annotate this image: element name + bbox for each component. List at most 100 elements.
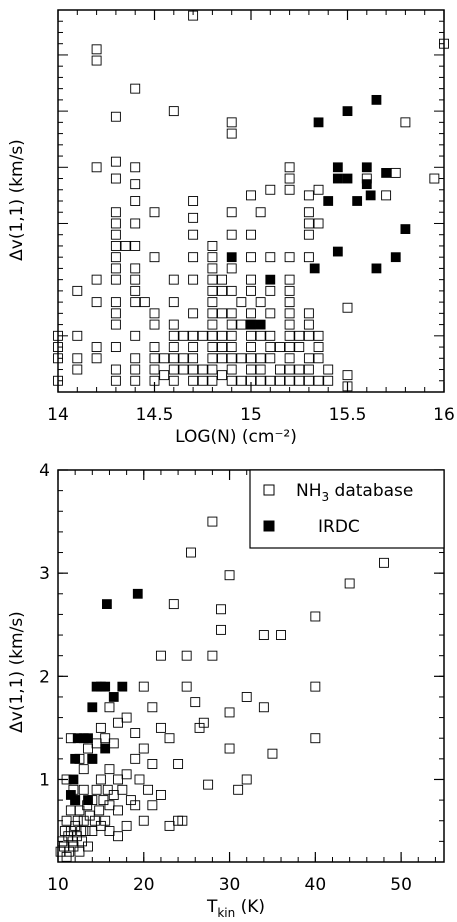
irdc-point — [342, 106, 353, 117]
nh3-point — [313, 353, 324, 364]
nh3-point — [284, 297, 295, 308]
irdc-point — [265, 274, 276, 285]
nh3-point — [110, 274, 121, 285]
nh3-point — [224, 707, 235, 718]
nh3-point — [241, 691, 252, 702]
nh3-point — [173, 759, 184, 769]
irdc-point — [83, 795, 93, 806]
nh3-point — [91, 55, 102, 66]
nh3-point — [190, 697, 201, 708]
nh3-point — [84, 810, 95, 821]
nh3-point — [121, 769, 132, 780]
nh3-point — [265, 330, 276, 341]
nh3-point — [149, 252, 160, 263]
nh3-point — [284, 173, 295, 184]
nh3-point — [168, 353, 179, 364]
irdc-point — [100, 743, 111, 754]
nh3-point — [313, 342, 324, 353]
nh3-point — [246, 330, 256, 341]
nh3-point — [207, 285, 218, 296]
nh3-point — [313, 330, 324, 341]
nh3-point — [110, 308, 121, 319]
nh3-point — [164, 733, 175, 744]
nh3-point — [110, 156, 121, 167]
nh3-point — [91, 274, 102, 285]
nh3-point — [110, 240, 121, 251]
nh3-point — [303, 364, 314, 375]
nh3-point — [226, 263, 237, 274]
nh3-point — [149, 207, 160, 218]
x-tick-label: 14 — [47, 405, 69, 425]
legend-label-suffix: database — [329, 481, 413, 501]
nh3-point — [265, 308, 276, 319]
nh3-point — [68, 841, 79, 852]
nh3-point — [255, 207, 266, 218]
irdc-point — [371, 94, 382, 105]
nh3-point — [284, 353, 295, 364]
irdc-point — [68, 774, 79, 785]
nh3-point — [188, 196, 199, 206]
nh3-point — [108, 738, 119, 749]
nh3-point — [284, 364, 295, 375]
nh3-point — [207, 319, 218, 330]
nh3-point — [110, 111, 121, 122]
nh3-point — [53, 375, 63, 386]
nh3-point — [197, 375, 208, 386]
nh3-point — [265, 375, 276, 386]
y-axis-title: Δv(1,1) (km/s) — [7, 611, 27, 733]
legend-label-main: NH — [296, 481, 322, 501]
irdc-point — [342, 173, 353, 184]
x-tick-label: 20 — [133, 875, 155, 895]
nh3-point — [149, 342, 160, 353]
nh3-point — [110, 229, 121, 240]
nh3-point — [113, 717, 123, 728]
x-axis-title: Tkin (K) — [206, 897, 265, 920]
nh3-point — [284, 319, 295, 330]
nh3-point — [159, 370, 170, 381]
x-tick-label: 40 — [305, 875, 327, 895]
nh3-point — [130, 285, 141, 296]
nh3-point — [91, 162, 102, 173]
nh3-point — [310, 733, 321, 744]
x-tick-label: 15.5 — [329, 405, 367, 425]
nh3-point — [313, 184, 324, 195]
nh3-point — [265, 285, 276, 296]
nh3-point — [276, 630, 286, 641]
nh3-point — [130, 728, 141, 739]
x-tick-label: 15 — [240, 405, 262, 425]
nh3-point — [65, 805, 76, 816]
nh3-point — [207, 240, 218, 251]
nh3-point — [284, 252, 295, 263]
nh3-point — [102, 784, 113, 795]
nh3-point — [236, 375, 247, 386]
nh3-point — [130, 330, 141, 341]
nh3-point — [110, 297, 121, 308]
nh3-point — [255, 375, 266, 386]
nh3-point — [246, 375, 256, 386]
nh3-point — [168, 319, 179, 330]
nh3-point — [255, 330, 266, 341]
nh3-point — [203, 779, 214, 790]
x-axis-title-unit: (K) — [235, 897, 265, 917]
nh3-point — [303, 190, 314, 201]
nh3-point — [226, 353, 237, 364]
nh3-point — [121, 712, 132, 723]
x-tick-label: 10 — [47, 875, 69, 895]
nh3-point — [188, 364, 199, 375]
nh3-point — [294, 342, 305, 353]
nh3-point — [197, 364, 208, 375]
nh3-point — [95, 774, 106, 785]
irdc-point — [313, 117, 324, 128]
nh3-point — [159, 353, 170, 364]
nh3-point — [207, 375, 218, 386]
nh3-point — [104, 764, 115, 775]
nh3-point — [149, 375, 160, 386]
nh3-point — [246, 229, 256, 240]
nh3-point — [207, 308, 218, 319]
nh3-point — [113, 831, 123, 842]
nh3-point — [72, 364, 83, 375]
irdc-point — [309, 263, 320, 274]
nh3-point — [226, 128, 237, 139]
nh3-point — [188, 212, 199, 223]
nh3-point — [178, 353, 189, 364]
